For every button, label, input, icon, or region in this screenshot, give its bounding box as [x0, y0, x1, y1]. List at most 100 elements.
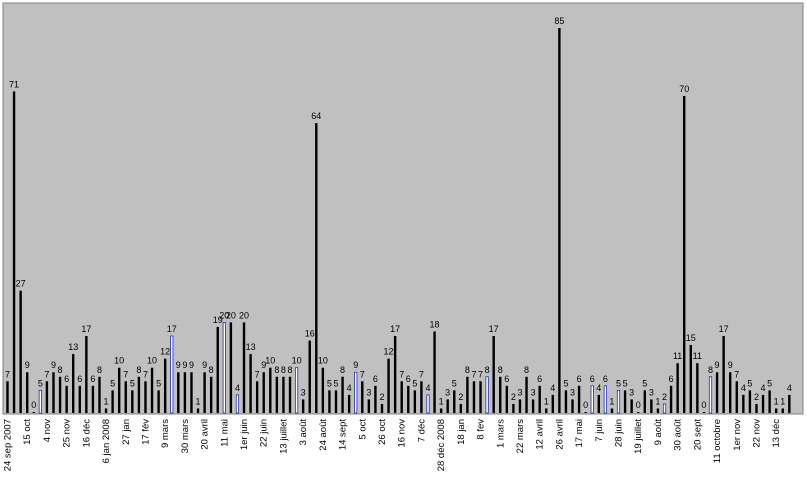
bar-value-label: 8 — [524, 365, 529, 375]
bar-value-label: 7 — [478, 369, 483, 379]
x-tick-label: 11 mai — [219, 419, 230, 447]
bar-value-label: 5 — [767, 378, 772, 388]
bar-value-label: 4 — [235, 383, 240, 393]
bar — [222, 322, 226, 414]
bar-value-label: 7 — [360, 369, 365, 379]
bar-value-label: 0 — [701, 400, 706, 410]
x-tick-label: 1er juin — [239, 419, 250, 450]
bar-value-label: 4 — [741, 383, 746, 393]
bar — [616, 389, 621, 414]
bar-value-label: 8 — [136, 365, 141, 375]
bar — [328, 390, 331, 413]
x-tick-label: 4 nov — [42, 419, 53, 442]
bar-value-label: 5 — [38, 378, 43, 388]
bar-value-label: 9 — [25, 360, 30, 370]
bar-value-label: 9 — [715, 360, 720, 370]
bar — [656, 408, 660, 413]
bar — [453, 390, 456, 413]
bar-value-label: 10 — [318, 356, 328, 366]
x-tick-label: 9 mars — [160, 419, 171, 448]
bar-value-label: 2 — [379, 392, 384, 402]
bar — [235, 394, 240, 414]
bar — [255, 381, 259, 413]
bar-value-label: 8 — [465, 365, 470, 375]
x-tick-label: 25 nov — [62, 419, 73, 448]
bar-value-label: 10 — [114, 356, 124, 366]
bar — [466, 376, 469, 413]
bar-value-label: 70 — [679, 84, 689, 94]
x-tick-label: 24 sep 2007 — [3, 419, 14, 471]
bar — [354, 371, 358, 414]
bar — [755, 403, 758, 413]
bar-value-label: 6 — [77, 374, 82, 384]
bar-value-label: 6 — [406, 374, 411, 384]
bar-value-label: 5 — [563, 378, 568, 388]
bar-value-label: 15 — [686, 333, 696, 343]
bar — [650, 399, 653, 413]
bar-value-label: 6 — [537, 374, 542, 384]
bar — [380, 403, 384, 413]
bar — [768, 390, 771, 413]
bar-value-label: 0 — [583, 400, 588, 410]
x-tick-label: 22 mars — [515, 419, 526, 454]
bar-value-label: 5 — [327, 378, 332, 388]
bar — [124, 381, 127, 413]
bar — [669, 385, 673, 413]
bar — [249, 354, 252, 413]
bar-value-label: 10 — [292, 356, 302, 366]
bar — [78, 385, 81, 413]
bar — [262, 372, 265, 413]
bar-value-label: 3 — [517, 387, 522, 397]
x-tick-label: 6 jan 2008 — [101, 419, 112, 463]
bar-value-label: 13 — [246, 342, 256, 352]
bar — [531, 399, 535, 413]
bar — [117, 367, 121, 413]
bar-value-label: 17 — [167, 324, 177, 334]
x-tick-label: 16 nov — [397, 419, 408, 448]
bar-value-label: 8 — [58, 365, 63, 375]
bar — [131, 390, 134, 413]
bar-value-label: 0 — [31, 400, 36, 410]
bar — [150, 367, 154, 413]
bar-value-label: 5 — [110, 378, 115, 388]
bar-value-label: 20 — [219, 310, 229, 320]
bar-value-label: 8 — [485, 365, 490, 375]
bar-value-label: 17 — [81, 324, 91, 334]
bar — [420, 381, 423, 413]
x-tick-label: 26 avril — [554, 419, 565, 450]
bar — [512, 403, 515, 413]
bar-value-label: 5 — [156, 378, 161, 388]
bar — [301, 399, 305, 413]
bar — [282, 376, 285, 413]
bar — [72, 354, 75, 413]
bar — [137, 376, 141, 413]
bar-value-label: 17 — [489, 324, 499, 334]
x-tick-label: 7 juin — [594, 419, 605, 442]
bar — [308, 340, 311, 413]
bar-value-label: 2 — [511, 392, 516, 402]
bar-value-label: 6 — [669, 374, 674, 384]
bar-value-label: 27 — [16, 279, 26, 289]
x-tick-label: 5 oct — [357, 419, 368, 440]
bar — [708, 376, 713, 414]
bar — [683, 95, 686, 413]
bar-value-label: 7 — [123, 369, 128, 379]
bar-value-label: 2 — [754, 392, 759, 402]
bar — [269, 367, 272, 413]
bar-value-label: 9 — [182, 360, 187, 370]
x-tick-label: 17 mai — [574, 419, 585, 448]
bar-value-label: 4 — [347, 383, 352, 393]
x-tick-label: 19 juillet — [633, 419, 644, 454]
bar-value-label: 7 — [399, 369, 404, 379]
bar-value-label: 10 — [147, 356, 157, 366]
bar-value-label: 5 — [452, 378, 457, 388]
bar-value-label: 3 — [366, 387, 371, 397]
bar — [157, 390, 160, 413]
bar — [177, 372, 180, 413]
bar — [439, 408, 443, 413]
bar-value-label: 71 — [9, 79, 19, 89]
bar-value-label: 4 — [550, 383, 555, 393]
bar-value-label: 3 — [445, 387, 450, 397]
bar-value-label: 1 — [609, 396, 614, 406]
